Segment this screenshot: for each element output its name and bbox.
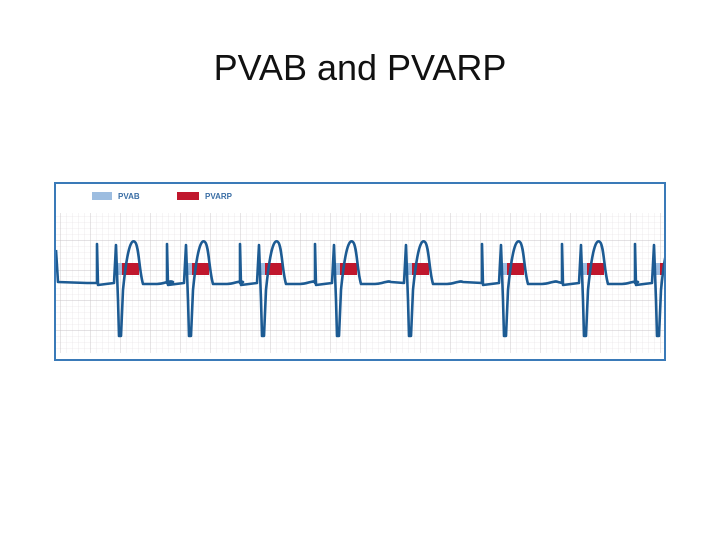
legend-label: PVAB bbox=[118, 192, 140, 201]
legend-label: PVARP bbox=[205, 192, 233, 201]
legend-swatch-pvab bbox=[92, 192, 112, 200]
pvarp-block bbox=[660, 263, 664, 275]
slide-title: PVAB and PVARP bbox=[214, 47, 507, 88]
ecg-strip: PVAB PVARP bbox=[54, 182, 666, 361]
ecg-trace bbox=[56, 239, 664, 338]
legend-swatch-pvarp bbox=[177, 192, 199, 200]
